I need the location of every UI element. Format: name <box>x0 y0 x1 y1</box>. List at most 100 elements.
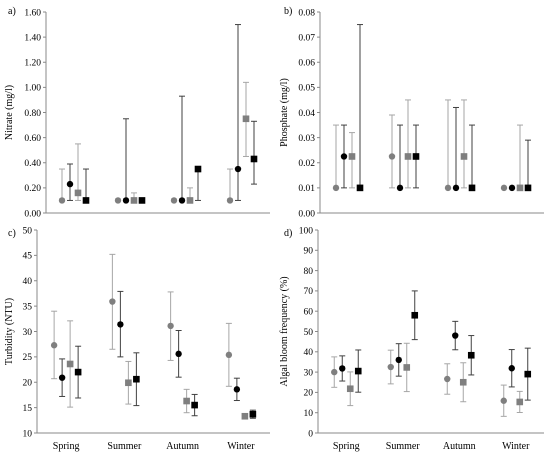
y-tick-label: 1.00 <box>24 84 41 94</box>
y-axis-title: Phosphate (mg/l) <box>279 78 290 147</box>
data-point-circle <box>508 184 516 192</box>
data-point-circle <box>500 397 507 404</box>
panel-label: a) <box>8 6 16 17</box>
y-tick-label: 1.60 <box>24 8 41 18</box>
y-tick-label: 40 <box>23 277 33 287</box>
data-point-circle <box>332 184 340 192</box>
data-point-circle <box>50 342 58 349</box>
data-point-circle <box>444 184 452 192</box>
data-point-square <box>412 153 420 160</box>
y-tick-label: 0.02 <box>298 159 315 169</box>
data-point-square <box>74 189 82 197</box>
data-point-square <box>186 197 194 204</box>
data-point-circle <box>452 184 460 192</box>
y-tick-label: 0.07 <box>298 33 315 43</box>
data-point-square <box>524 370 532 378</box>
y-tick-label: 25 <box>23 353 33 363</box>
x-tick-label: Autumn <box>443 441 476 452</box>
data-point-circle <box>508 365 515 372</box>
data-point-circle <box>114 197 122 204</box>
data-point-square <box>249 410 257 418</box>
data-point-square <box>460 153 468 160</box>
series-2 <box>340 106 516 192</box>
series-1 <box>50 253 233 387</box>
x-tick-label: Spring <box>53 441 80 452</box>
series-1 <box>332 99 508 192</box>
data-point-circle <box>175 350 182 358</box>
y-axis-title: Nitrate (mg/l) <box>4 85 15 140</box>
data-point-circle <box>226 197 234 204</box>
series-3 <box>346 342 524 413</box>
y-tick-label: 20 <box>304 389 314 399</box>
data-point-square <box>403 364 411 371</box>
series-1 <box>58 168 234 204</box>
y-tick-label: 0.03 <box>298 134 315 144</box>
y-tick-label: 80 <box>304 267 314 277</box>
data-point-square <box>66 360 74 368</box>
data-point-circle <box>396 184 404 192</box>
y-tick-label: 40 <box>304 348 314 358</box>
panel-label: d) <box>284 228 292 239</box>
y-axis-title: Turbidity (NTU) <box>4 298 15 365</box>
data-point-square <box>241 412 249 420</box>
series-4 <box>356 24 532 192</box>
data-point-circle <box>387 363 394 371</box>
data-point-square <box>516 184 524 192</box>
data-point-circle <box>117 321 124 328</box>
x-tick-label: Winter <box>227 441 255 452</box>
data-point-square <box>130 197 138 204</box>
data-point-circle <box>395 356 402 364</box>
series-4 <box>74 345 257 419</box>
series-3 <box>66 320 249 420</box>
y-tick-label: 0.80 <box>24 109 41 119</box>
data-point-square <box>404 153 412 160</box>
data-point-square <box>125 379 132 387</box>
y-tick-label: 70 <box>304 287 314 297</box>
data-point-circle <box>340 153 348 160</box>
data-point-circle <box>234 165 242 173</box>
series-2 <box>58 290 241 402</box>
y-tick-label: 0.00 <box>298 209 315 219</box>
x-tick-label: Winter <box>502 441 530 452</box>
y-tick-label: 60 <box>304 308 314 318</box>
data-point-square <box>194 165 202 173</box>
series-3 <box>74 81 250 204</box>
series-1 <box>331 349 507 417</box>
data-point-circle <box>388 153 396 160</box>
y-tick-label: 100 <box>299 226 314 236</box>
data-point-square <box>411 311 419 319</box>
y-tick-label: 35 <box>23 302 33 312</box>
data-point-circle <box>500 184 508 192</box>
y-tick-label: 0.08 <box>298 8 315 18</box>
series-2 <box>66 24 242 204</box>
y-tick-label: 0.01 <box>298 184 315 194</box>
panel-label: c) <box>8 228 16 239</box>
data-point-square <box>348 153 356 160</box>
y-tick-label: 50 <box>23 226 33 236</box>
data-point-square <box>74 368 82 376</box>
data-point-square <box>524 184 532 192</box>
data-point-square <box>191 401 198 409</box>
y-tick-label: 30 <box>304 368 314 378</box>
data-point-square <box>516 398 524 406</box>
data-point-circle <box>122 197 130 204</box>
panel-1: 0.00 0.20 0.40 0.60 0.80 1.00 1.20 1.40 1.60 a) Ni… <box>4 6 270 219</box>
panel-3: 10 15 20 25 30 35 40 45 50 c) Turbidity (NTU) Sprin… <box>4 226 270 452</box>
y-tick-label: 0.60 <box>24 134 41 144</box>
data-point-circle <box>66 180 74 188</box>
y-tick-label: 1.20 <box>24 59 41 69</box>
y-tick-label: 50 <box>304 328 314 338</box>
panel-label: b) <box>284 6 292 17</box>
y-tick-label: 0.40 <box>24 159 41 169</box>
data-point-circle <box>452 332 459 339</box>
y-tick-label: 10 <box>23 429 33 439</box>
x-tick-label: Autumn <box>166 441 199 452</box>
data-point-square <box>354 367 362 375</box>
series-2 <box>339 320 515 388</box>
y-tick-label: 0.20 <box>24 184 41 194</box>
data-point-square <box>468 184 476 192</box>
data-point-circle <box>58 197 66 204</box>
y-tick-label: 0.04 <box>298 109 315 119</box>
data-point-circle <box>178 197 186 204</box>
